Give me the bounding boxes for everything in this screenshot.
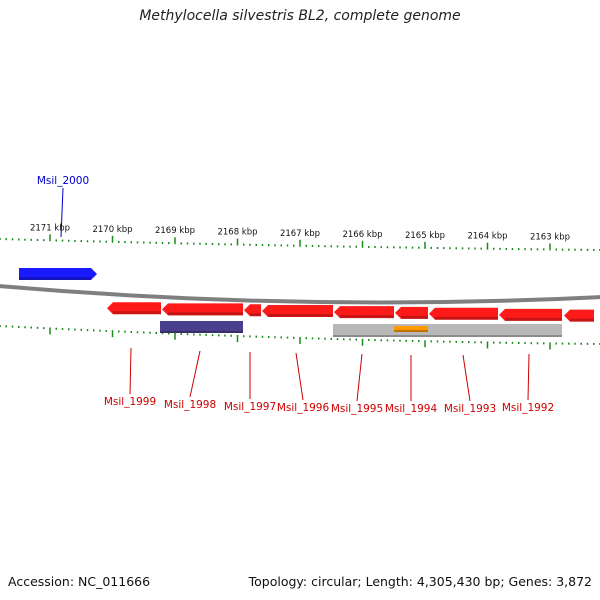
- gene-label-msil-1992[interactable]: Msil_1992: [502, 402, 554, 414]
- scale-ticks-outer: [0, 234, 600, 251]
- gene-msil-1994[interactable]: [395, 306, 428, 319]
- gene-msil-1993[interactable]: [429, 307, 498, 320]
- gene-msil-1996[interactable]: [262, 304, 333, 317]
- tick-label: 2164 kbp: [467, 232, 507, 242]
- tick-label: 2165 kbp: [405, 231, 445, 241]
- rna-feature[interactable]: [160, 321, 243, 333]
- label-leader-msil-1996: [295, 352, 304, 401]
- gene-label-msil-1996[interactable]: Msil_1996: [277, 402, 330, 414]
- tick-label: 2163 kbp: [530, 232, 570, 242]
- accession-label: Accession: NC_011666: [8, 574, 151, 589]
- topology-label: Topology: circular; Length: 4,305,430 bp…: [248, 574, 592, 589]
- tick-label: 2169 kbp: [155, 226, 195, 236]
- label-leader-msil-1995: [356, 353, 363, 402]
- label-leader-msil-2000: [60, 187, 64, 238]
- scale-tick-labels: 2171 kbp 2170 kbp 2169 kbp 2168 kbp 2167 kbp…: [30, 223, 570, 242]
- gene-msil-1993-shade: [435, 316, 498, 320]
- map-title: Methylocella silvestris BL2, complete ge…: [139, 8, 461, 24]
- rna-feature-shade: [160, 331, 243, 333]
- tick-label: 2167 kbp: [280, 229, 320, 239]
- gene-label-msil-1994[interactable]: Msil_1994: [385, 403, 438, 415]
- gene-msil-1998-shade: [168, 312, 243, 316]
- misc-feature-grey[interactable]: [333, 324, 562, 337]
- gene-msil-1997[interactable]: [244, 304, 261, 317]
- tick-label: 2171 kbp: [30, 223, 70, 233]
- tick-label: 2166 kbp: [342, 230, 382, 240]
- label-leader-msil-1999: [129, 347, 132, 395]
- gene-msil-1995[interactable]: [334, 306, 394, 319]
- scale-ticks-inner: [0, 325, 600, 350]
- gene-msil-1992-shade: [505, 317, 562, 321]
- gene-msil-1995-shade: [340, 315, 394, 319]
- gene-msil-1992[interactable]: [499, 308, 562, 321]
- tick-label: 2168 kbp: [217, 228, 257, 238]
- misc-feature-orange[interactable]: [394, 326, 428, 332]
- gene-msil-1991-shade: [570, 318, 594, 322]
- gene-label-msil-1999[interactable]: Msil_1999: [104, 396, 156, 408]
- gene-msil-1996-shade: [268, 313, 333, 317]
- gene-msil-2000-shade: [19, 277, 91, 280]
- label-leader-msil-1993: [462, 354, 471, 402]
- gene-label-msil-1995[interactable]: Msil_1995: [331, 403, 383, 415]
- label-leader-msil-1992: [527, 353, 530, 401]
- genome-backbone: [0, 284, 600, 305]
- gene-msil-1998[interactable]: [162, 303, 243, 316]
- gene-msil-1999[interactable]: [107, 302, 161, 315]
- gene-msil-1994-shade: [401, 315, 428, 319]
- gene-label-msil-1998[interactable]: Msil_1998: [164, 399, 216, 411]
- misc-feature-grey-shade: [333, 335, 562, 337]
- gene-msil-1991[interactable]: [564, 309, 594, 322]
- gene-label-msil-2000[interactable]: Msil_2000: [37, 175, 89, 187]
- gene-msil-1999-shade: [113, 311, 161, 315]
- label-leader-msil-1998: [189, 350, 201, 398]
- gene-msil-2000[interactable]: [19, 268, 97, 280]
- gene-label-msil-1993[interactable]: Msil_1993: [444, 403, 496, 415]
- tick-label: 2170 kbp: [92, 225, 132, 235]
- gene-label-msil-1997[interactable]: Msil_1997: [224, 401, 276, 413]
- gene-msil-1997-shade: [250, 313, 261, 317]
- feature-track: [19, 268, 594, 337]
- misc-feature-orange-shade: [394, 330, 428, 332]
